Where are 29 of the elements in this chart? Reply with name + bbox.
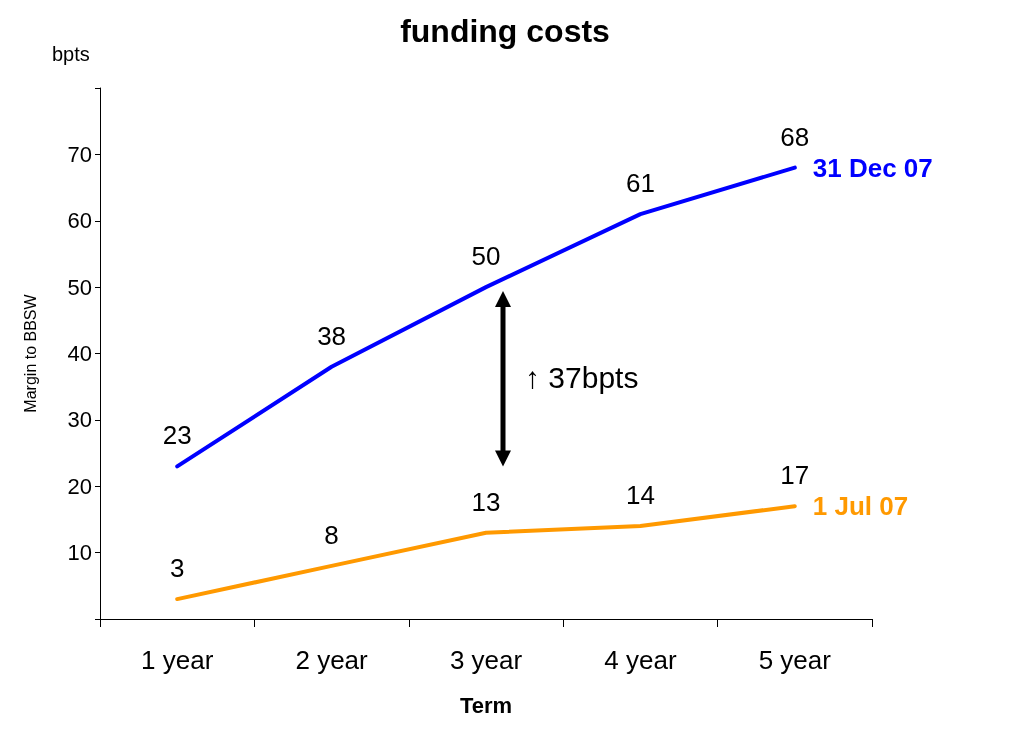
y-tick-label: 60: [67, 208, 92, 234]
x-tick-label: 2 year: [295, 645, 369, 675]
x-tick-label: 5 year: [758, 645, 832, 675]
data-label: 68: [780, 121, 810, 152]
y-tick-label: 30: [67, 407, 92, 433]
data-label: 13: [471, 486, 501, 517]
y-tick-label: 10: [67, 540, 92, 566]
data-label: 14: [625, 480, 655, 511]
data-label: 50: [471, 241, 501, 272]
y-tick-label: 20: [67, 473, 92, 499]
annotation: ↑ 37bpts: [525, 361, 639, 395]
x-axis-title: Term: [459, 692, 513, 718]
data-label: 8: [324, 519, 339, 550]
series-label: 31 Dec 07: [812, 152, 933, 183]
x-tick-label: 3 year: [449, 645, 523, 675]
data-label: 23: [162, 420, 192, 451]
y-tick-label: 40: [67, 341, 92, 366]
data-label: 17: [780, 460, 810, 491]
y-tick-label: 50: [67, 274, 92, 300]
data-label: 3: [169, 553, 185, 584]
text: bpts: [52, 43, 90, 65]
chart-title: funding costs: [400, 13, 610, 49]
y-tick-label: 70: [67, 141, 92, 167]
series-label: 1 Jul 07: [812, 491, 909, 522]
x-tick-label: 4 year: [604, 645, 677, 675]
x-tick-label: 1 year: [141, 645, 214, 675]
data-label: 61: [625, 168, 655, 199]
y-axis-title: Margin to BBSW: [21, 293, 39, 413]
data-label: 38: [317, 320, 347, 351]
